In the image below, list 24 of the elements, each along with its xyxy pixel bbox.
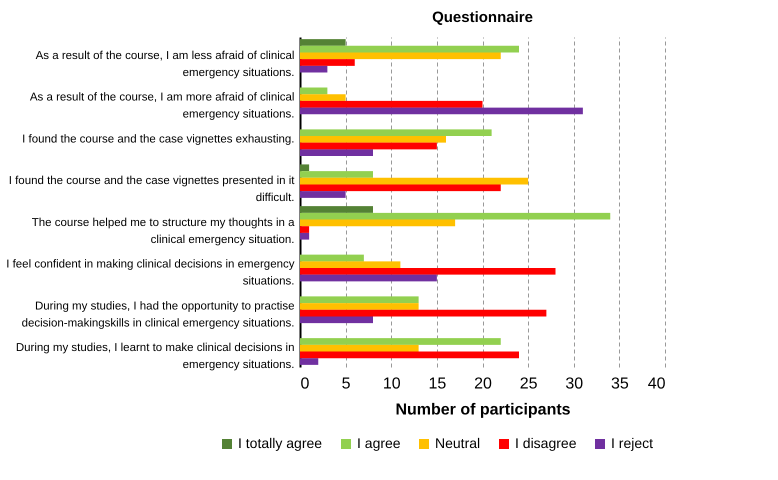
x-tick-label: 40 xyxy=(648,376,666,392)
y-tick-label: As a result of the course, I am less afraid of clinical emergency situations. xyxy=(36,50,294,79)
legend-label: I disagree xyxy=(515,435,577,451)
chart-title: Questionnaire xyxy=(432,9,533,26)
y-tick-label: I feel confident in making clinical decisions in emergency situations. xyxy=(6,258,295,288)
y-tick-label: The course helped me to structure my thoughts in a clinical emergency situation. xyxy=(32,216,296,246)
legend-label: I reject xyxy=(611,435,654,451)
x-tick-label: 25 xyxy=(520,376,538,392)
y-tick-label: I found the course and the case vignettes presented in it difficult. xyxy=(8,175,296,204)
x-tick-label: 10 xyxy=(382,376,401,392)
x-axis-title: Number of participants xyxy=(395,402,571,418)
x-tick-label: 15 xyxy=(428,376,446,392)
x-tick-label: 0 xyxy=(300,376,310,392)
legend-label: Neutral xyxy=(435,435,480,451)
x-tick-label: 35 xyxy=(610,376,629,392)
x-tick-label: 30 xyxy=(565,376,584,392)
legend-label: I totally agree xyxy=(238,435,322,451)
y-tick-label: During my studies, I learnt to make clinical decisions in emergency situations. xyxy=(16,342,294,372)
legend-label: I agree xyxy=(357,435,401,451)
y-tick-label: As a result of the course, I am more afraid of clinical emergency situations. xyxy=(30,92,294,121)
y-tick-label: During my studies, I had the opportunity to practise decision-makingskills in clinical emergency situations. xyxy=(22,300,294,330)
y-tick-label: I found the course and the case vignettes exhausting. xyxy=(22,133,294,146)
x-tick-label: 5 xyxy=(342,376,351,392)
x-tick-label: 20 xyxy=(474,376,492,392)
